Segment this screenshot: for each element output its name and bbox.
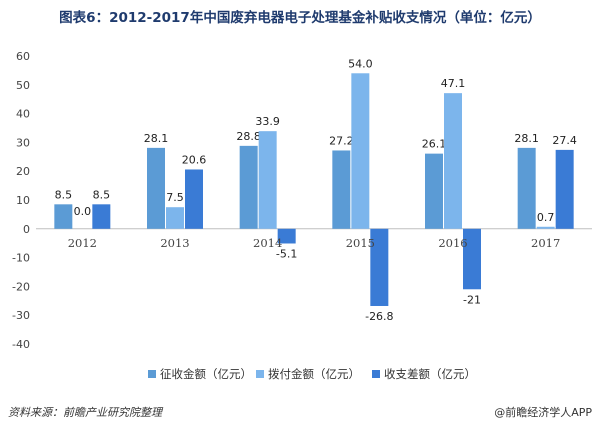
y-tick-label: 60 <box>16 50 30 63</box>
data-label: 28.1 <box>514 132 539 145</box>
y-tick-label: 20 <box>16 165 30 178</box>
data-label: 26.1 <box>422 138 447 151</box>
y-tick-label: -10 <box>12 252 30 265</box>
bar <box>425 153 443 229</box>
bar <box>555 149 574 229</box>
y-tick-label: -30 <box>12 309 30 322</box>
data-label: 54.0 <box>348 57 373 70</box>
y-tick-label: 30 <box>16 136 30 149</box>
data-label: 0.0 <box>74 205 92 218</box>
data-label: 7.5 <box>166 191 184 204</box>
data-label: 33.9 <box>255 115 280 128</box>
bar <box>166 207 184 229</box>
data-label: 27.2 <box>329 134 354 147</box>
legend-swatch <box>148 370 156 378</box>
data-label: 0.7 <box>537 211 555 224</box>
y-tick-label: -20 <box>12 280 30 293</box>
legend-label: 拨付金额（亿元） <box>268 367 360 381</box>
bar <box>54 204 73 229</box>
bar <box>351 73 370 229</box>
bar <box>332 150 351 229</box>
legend-label: 征收金额（亿元） <box>160 367 252 381</box>
brand-label: @前瞻经济学人APP <box>494 406 592 419</box>
data-label: 8.5 <box>55 188 73 201</box>
x-category-label: 2012 <box>68 236 97 250</box>
data-label: 8.5 <box>93 188 111 201</box>
bar <box>147 147 165 229</box>
x-category-label: 2016 <box>438 236 467 250</box>
data-label: 20.6 <box>182 153 207 166</box>
data-label: 28.8 <box>236 130 261 143</box>
bar <box>239 145 258 229</box>
legend-swatch <box>372 370 380 378</box>
bar <box>536 226 555 229</box>
x-category-label: 2015 <box>346 236 375 250</box>
x-category-label: 2017 <box>531 236 560 250</box>
legend-swatch <box>256 370 264 378</box>
bar <box>185 169 203 229</box>
y-tick-label: 0 <box>23 223 30 236</box>
y-tick-label: 10 <box>16 194 30 207</box>
data-label: 28.1 <box>144 132 169 145</box>
source-note: 资料来源：前瞻产业研究院整理 <box>8 406 162 419</box>
y-tick-label: 40 <box>16 108 30 121</box>
bar <box>444 93 462 229</box>
data-label: 27.4 <box>552 134 577 147</box>
x-category-label: 2013 <box>160 236 189 250</box>
bar <box>258 131 277 229</box>
bar <box>517 147 536 229</box>
data-label: 47.1 <box>441 77 466 90</box>
x-category-label: 2014 <box>253 236 282 250</box>
bar <box>92 204 111 229</box>
y-tick-label: 50 <box>16 79 30 92</box>
data-label: -21 <box>463 293 481 306</box>
y-tick-label: -40 <box>12 338 30 351</box>
data-label: -5.1 <box>276 247 297 260</box>
bar <box>277 228 296 244</box>
chart-title: 图表6：2012-2017年中国废弃电器电子处理基金补贴收支情况（单位：亿元） <box>59 10 541 26</box>
data-label: -26.8 <box>365 310 393 323</box>
bar <box>370 228 389 306</box>
legend-label: 收支差额（亿元） <box>384 367 476 381</box>
bar <box>463 228 481 290</box>
